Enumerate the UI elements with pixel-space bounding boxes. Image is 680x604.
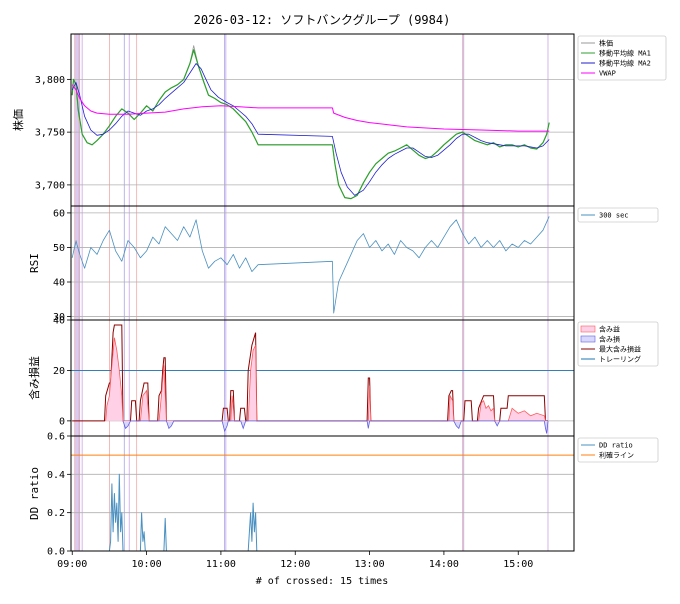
tick-label-x: 09:00 (57, 559, 87, 570)
plot-area-price (71, 34, 574, 206)
tick-label-y: 30 (53, 312, 65, 323)
y-axis-label: RSI (28, 253, 41, 273)
tick-label-y: 3,750 (35, 128, 65, 139)
tick-label-x: 10:00 (132, 559, 162, 570)
tick-label-y: 0.4 (47, 470, 65, 481)
tick-label-y: 3,700 (35, 180, 65, 191)
plot-area-dd (71, 436, 574, 551)
panel-frame (70, 205, 575, 321)
series-area-含み益 (105, 337, 546, 421)
legend-swatch (580, 325, 596, 333)
legend-label: 移動平均線 MA2 (599, 59, 651, 68)
tick-label-x: 13:00 (355, 559, 385, 570)
tick-label-y: 40 (53, 316, 65, 327)
panel-frame (70, 33, 575, 207)
legend-box (577, 437, 659, 463)
legend-box (577, 207, 659, 223)
legend-label: 利確ライン (599, 451, 634, 460)
series-line-含み損 (122, 420, 549, 434)
legend-label: 最大含み損益 (599, 345, 641, 354)
legend-label: DD ratio (599, 442, 633, 450)
y-axis-label: DD ratio (28, 467, 41, 520)
legend-label: トレーリング (599, 355, 641, 364)
legend-box (577, 321, 659, 367)
chart-title: 2026-03-12: ソフトバンクグループ (9984) (194, 13, 451, 27)
tick-label-y: 0.0 (47, 547, 65, 558)
tick-label-y: 60 (53, 208, 65, 219)
plot-area-rsi (71, 206, 574, 320)
tick-label-y: 0.2 (47, 508, 65, 519)
series-line-VWAP (71, 84, 550, 132)
y-axis-label: 株価 (11, 109, 25, 131)
tick-label-y: 20 (53, 366, 65, 377)
legend-label: 移動平均線 MA1 (599, 49, 651, 58)
panel-frame (70, 435, 575, 552)
legend-label: 300 sec (599, 212, 629, 220)
legend-label: 株価 (599, 39, 613, 48)
x-axis-label: # of crossed: 15 times (256, 576, 388, 587)
legend-box (577, 35, 667, 81)
legend-label: 含み損 (599, 335, 620, 344)
series-line-含み益 (105, 337, 546, 422)
tick-label-y: 40 (53, 278, 65, 289)
tick-label-x: 15:00 (503, 559, 533, 570)
legend-swatch (580, 335, 596, 343)
legend-label: VWAP (599, 70, 616, 78)
series-line-DD ratio (72, 473, 550, 551)
tick-label-x: 14:00 (429, 559, 459, 570)
legend-label: 含み益 (599, 325, 620, 334)
series-line-300 sec (71, 216, 550, 314)
tick-label-y: 3,800 (35, 75, 65, 86)
panel-rsi: 30 40 50 60 RSI 300 sec (28, 205, 659, 323)
tick-label-y: 50 (53, 243, 65, 254)
tick-label-y: 0 (59, 416, 65, 427)
series-line-移動平均線 MA1 (71, 49, 550, 200)
series-line-株価 (71, 45, 550, 199)
y-axis-label: 含み損益 (27, 356, 41, 400)
tick-label-y: 0.6 (47, 432, 65, 443)
series-area-含み損 (123, 420, 548, 434)
plot-area-pnl (71, 320, 574, 436)
tick-label-x: 11:00 (206, 559, 236, 570)
tick-label-x: 12:00 (280, 559, 310, 570)
